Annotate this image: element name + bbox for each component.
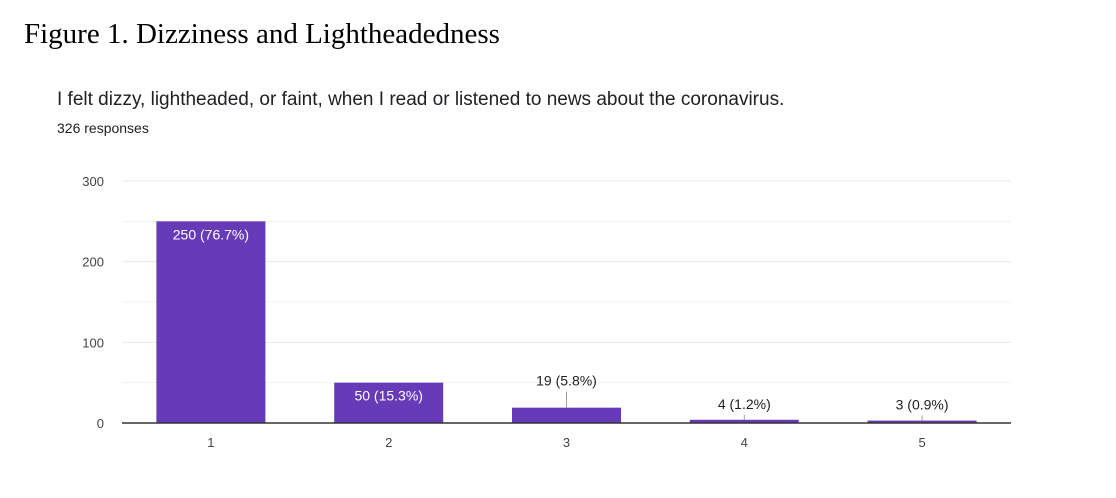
y-tick-label: 300 <box>82 174 104 189</box>
bar <box>512 407 621 423</box>
question-text: I felt dizzy, lightheaded, or faint, whe… <box>57 89 785 110</box>
x-tick-label: 3 <box>563 435 570 450</box>
y-tick-label: 0 <box>97 416 104 431</box>
data-label: 250 (76.7%) <box>173 226 249 242</box>
y-tick-label: 100 <box>82 335 104 350</box>
data-label: 4 (1.2%) <box>718 396 771 412</box>
figure-title: Figure 1. Dizziness and Lightheadedness <box>24 18 500 50</box>
bar <box>334 382 444 423</box>
bar <box>689 419 799 423</box>
x-tick-label: 2 <box>385 435 392 450</box>
bar <box>867 420 977 423</box>
y-tick-label: 200 <box>82 255 104 270</box>
x-tick-label: 5 <box>918 435 925 450</box>
bar <box>156 221 266 423</box>
data-label: 3 (0.9%) <box>896 397 949 413</box>
response-count: 326 responses <box>57 120 149 136</box>
x-tick-label: 1 <box>207 435 214 450</box>
data-label: 50 (15.3%) <box>354 388 422 404</box>
x-tick-label: 4 <box>741 435 748 450</box>
data-label: 19 (5.8%) <box>536 373 597 389</box>
